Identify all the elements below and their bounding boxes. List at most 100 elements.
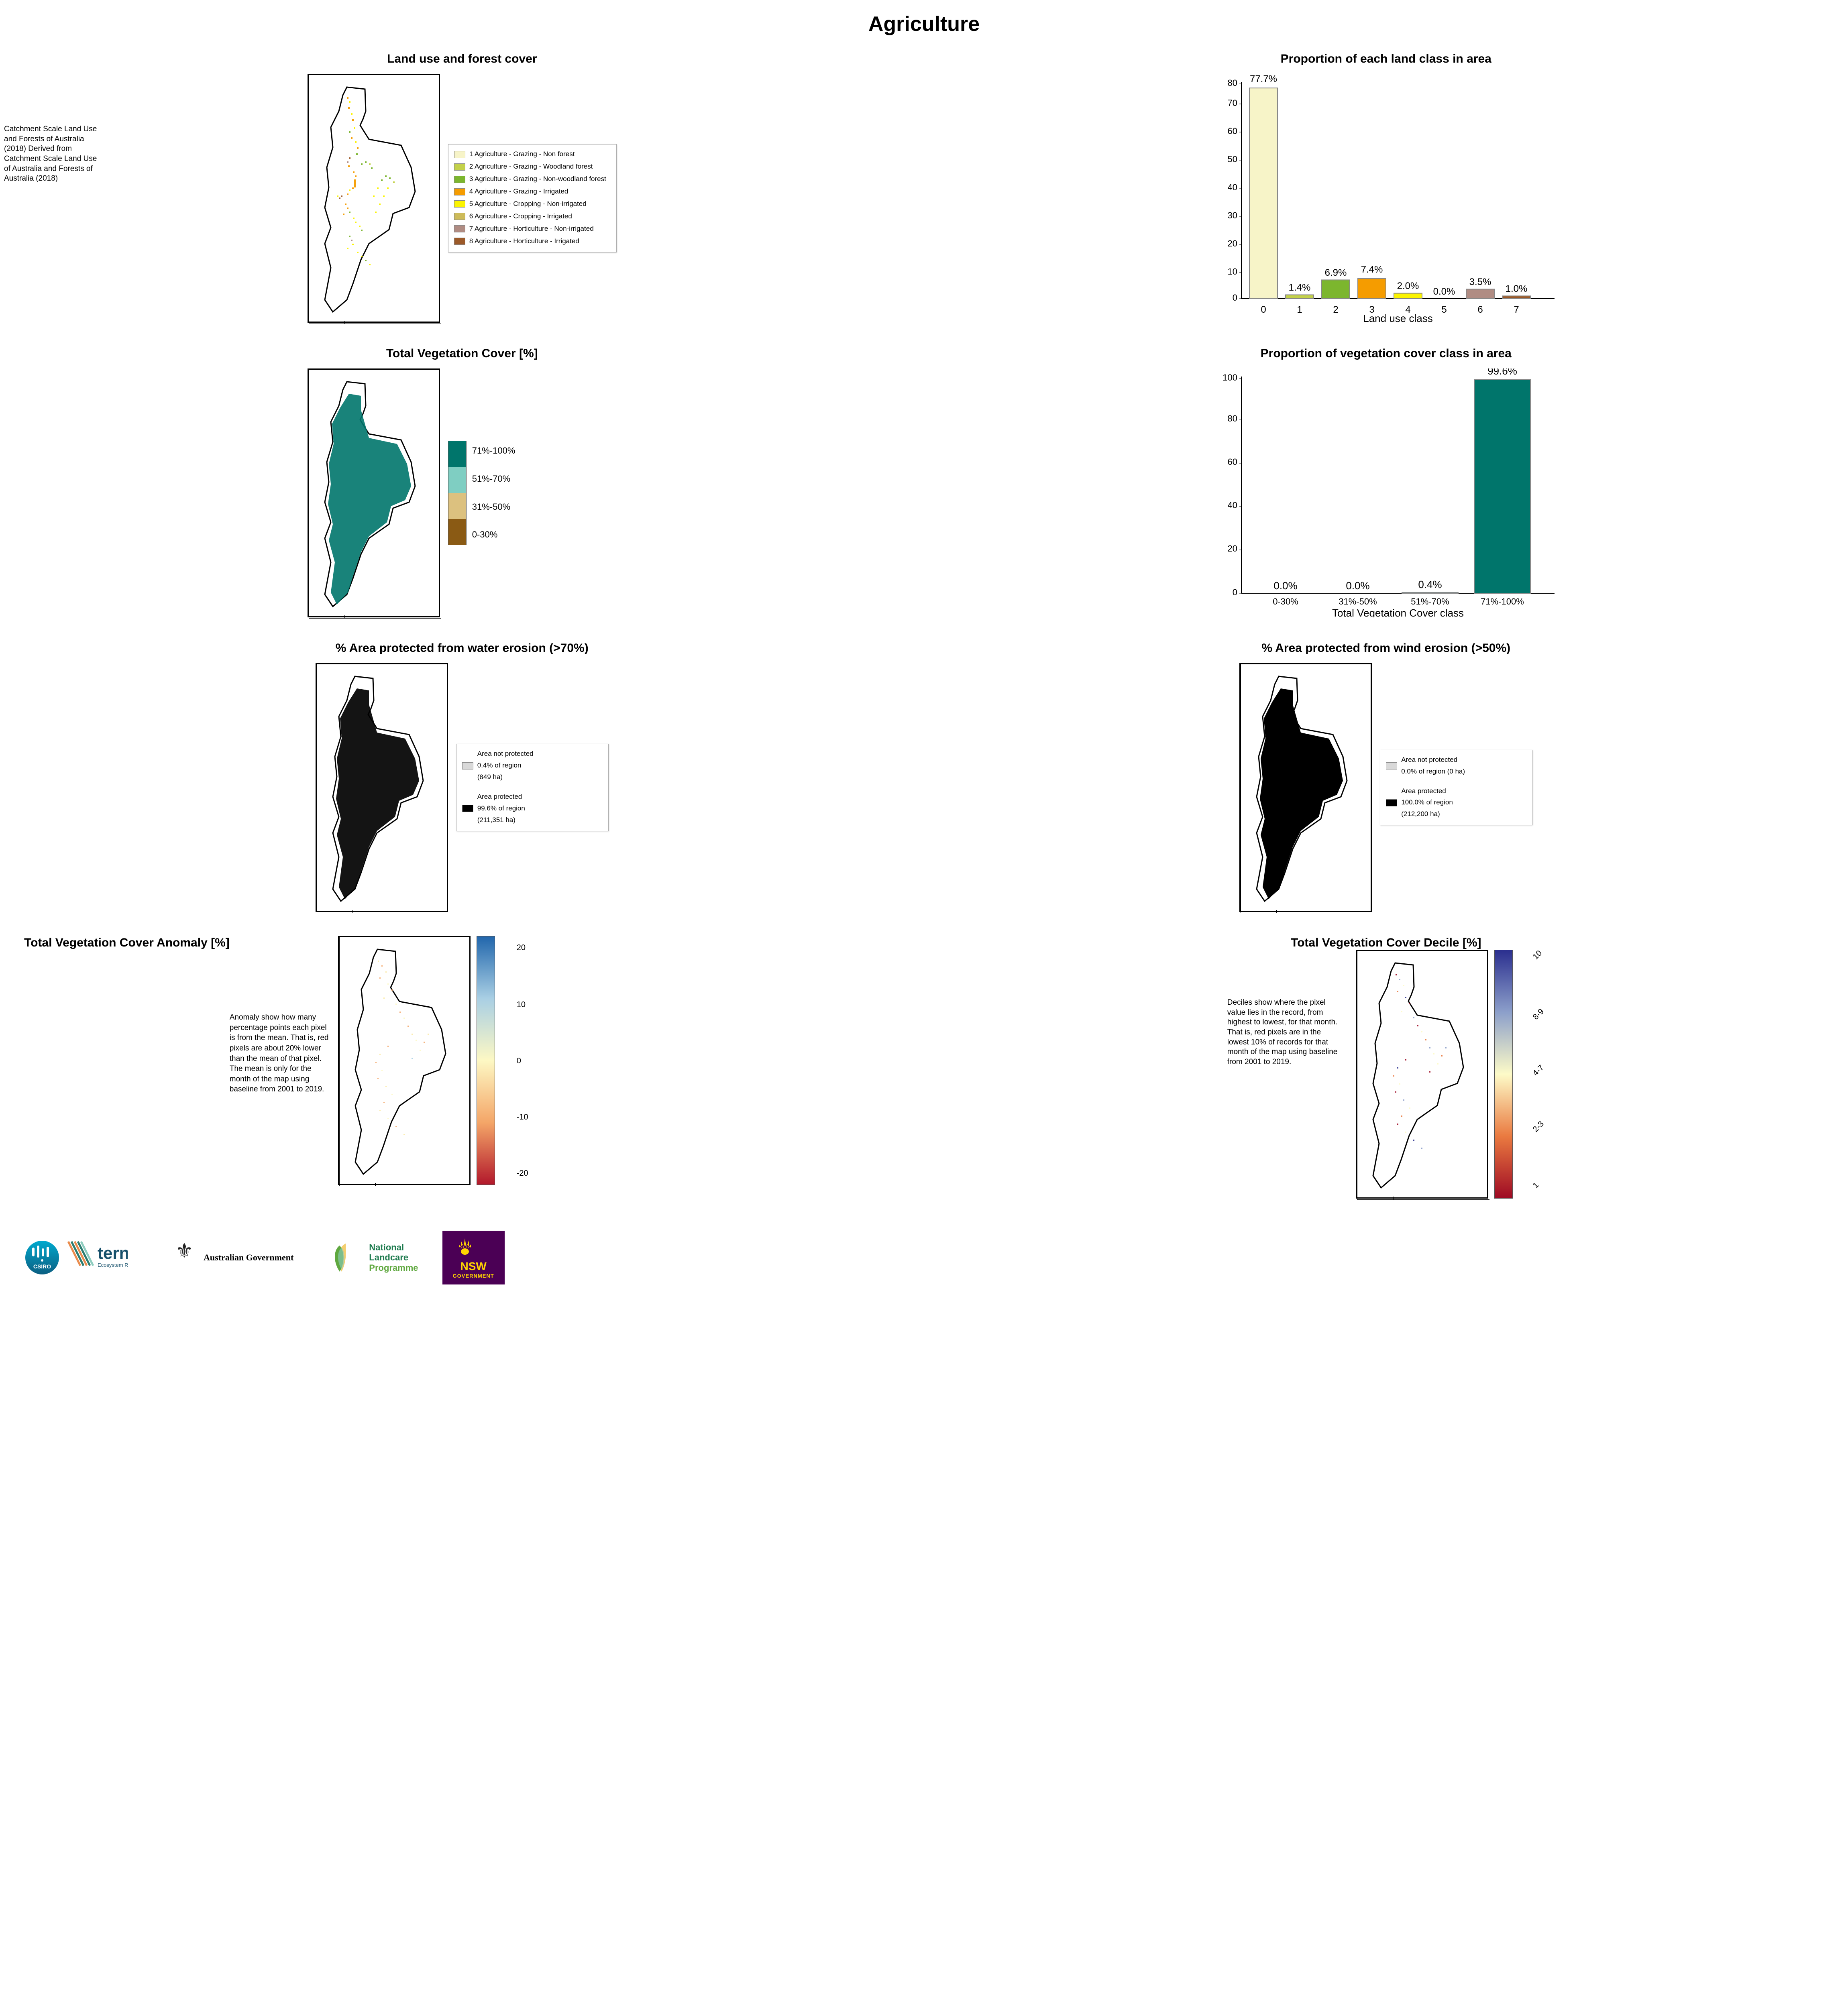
veg-decile-tick-1: 8-9 (1531, 1007, 1546, 1022)
svg-text:20: 20 (1228, 238, 1237, 248)
veg-anomaly-tick-0: 20 (517, 943, 526, 953)
bar-label-0: 77.7% (1250, 74, 1277, 84)
svg-text:5: 5 (1442, 304, 1447, 315)
wind-erosion-legend-1: Area protected 100.0% of region (212,200… (1401, 786, 1453, 820)
veg-cover-panel: Total Vegetation Cover [%] (0, 335, 924, 629)
svg-text:6: 6 (1478, 304, 1483, 315)
veg-decile-tick-3: 2-3 (1531, 1120, 1546, 1134)
wind-erosion-legend-0: Area not protected 0.0% of region (0 ha) (1401, 754, 1465, 778)
svg-text:0: 0 (1261, 304, 1266, 315)
svg-text:⚜: ⚜ (175, 1240, 194, 1262)
veg-cover-legend-label-3: 0-30% (472, 525, 515, 545)
water-erosion-title: % Area protected from water erosion (>70… (24, 641, 900, 655)
veg-anomaly-description: Anomaly show how many percentage points … (230, 936, 330, 1199)
veg-cover-legend-label-1: 51%-70% (472, 469, 515, 489)
bar-label-3: 7.4% (1361, 264, 1383, 275)
water-erosion-legend[interactable]: Area not protected 0.4% of region (849 h… (456, 744, 609, 831)
svg-text:Ecosystem Research Infrastruct: Ecosystem Research Infrastructure (98, 1262, 128, 1268)
water-erosion-panel: % Area protected from water erosion (>70… (0, 629, 924, 924)
land-use-title: Land use and forest cover (24, 52, 900, 66)
svg-text:0: 0 (1233, 293, 1237, 303)
bar-label-5: 0.0% (1433, 286, 1455, 297)
land-class-bar-xlabel: Land use class (1363, 312, 1433, 323)
svg-text:0: 0 (1233, 587, 1237, 597)
svg-text:80: 80 (1228, 78, 1237, 88)
land-class-barchart[interactable]: 0 10 20 30 40 50 60 70 80 (1205, 74, 1567, 323)
svg-text:tern: tern (98, 1244, 128, 1262)
water-erosion-map[interactable] (316, 663, 448, 912)
bar-label-2: 6.9% (1325, 267, 1347, 278)
csiro-logo[interactable]: CSIRO tern Ecosystem Research Infrastruc… (24, 1240, 128, 1276)
land-class-bar-panel: Proportion of each land class in area 0 … (924, 40, 1848, 335)
veg-decile-description: Deciles show where the pixel value lies … (1227, 950, 1340, 1199)
veg-cover-bar-label-3: 99.6% (1487, 368, 1517, 377)
veg-cover-title: Total Vegetation Cover [%] (24, 347, 900, 360)
footer-logos: CSIRO tern Ecosystem Research Infrastruc… (0, 1211, 1848, 1309)
land-use-legend-item: 7 Agriculture - Horticulture - Non-irrig… (454, 223, 611, 235)
land-use-legend-item: 3 Agriculture - Grazing - Non-woodland f… (454, 173, 611, 185)
veg-cover-bar-panel: Proportion of vegetation cover class in … (924, 335, 1848, 629)
veg-anomaly-tick-2: 0 (517, 1056, 521, 1066)
svg-text:100: 100 (1223, 372, 1238, 383)
wind-erosion-map[interactable] (1239, 663, 1372, 912)
nsw-logo[interactable]: NSW GOVERNMENT (442, 1231, 505, 1284)
veg-anomaly-map[interactable] (338, 936, 471, 1185)
landcare-logo[interactable]: National Landcare Programme (318, 1240, 418, 1276)
land-use-map[interactable] (308, 74, 440, 323)
waratah-icon (453, 1236, 477, 1260)
svg-text:60: 60 (1228, 457, 1237, 467)
svg-text:0-30%: 0-30% (1273, 596, 1298, 607)
veg-decile-tick-4: 1 (1531, 1181, 1541, 1191)
veg-cover-bar-xlabel: Total Vegetation Cover class (1332, 607, 1464, 617)
land-use-legend[interactable]: 1 Agriculture - Grazing - Non forest 2 Ag… (448, 144, 617, 252)
veg-anomaly-tick-1: 10 (517, 1000, 526, 1010)
svg-text:CSIRO: CSIRO (33, 1263, 51, 1270)
land-use-description: Catchment Scale Land Use and Forests of … (4, 124, 100, 184)
veg-cover-bar-label-2: 0.4% (1418, 578, 1442, 590)
svg-text:10: 10 (1228, 267, 1237, 277)
veg-cover-bar-label-0: 0.0% (1274, 580, 1298, 592)
svg-text:80: 80 (1228, 413, 1237, 423)
svg-text:1: 1 (1297, 304, 1302, 315)
svg-text:60: 60 (1228, 126, 1237, 136)
land-use-panel: Land use and forest cover Catchment Scal… (0, 40, 924, 335)
water-erosion-legend-0: Area not protected 0.4% of region (849 h… (477, 748, 534, 783)
veg-cover-legend-label-2: 31%-50% (472, 497, 515, 517)
veg-cover-legend-label-0: 71%-100% (472, 441, 515, 461)
australian-gov-logo[interactable]: ⚜ Australian Government (152, 1240, 293, 1276)
wind-erosion-legend[interactable]: Area not protected 0.0% of region (0 ha)… (1380, 750, 1532, 825)
veg-anomaly-panel: Total Vegetation Cover Anomaly [%] Anoma… (0, 924, 924, 1211)
land-class-bar-title: Proportion of each land class in area (948, 52, 1824, 66)
land-use-legend-item: 1 Agriculture - Grazing - Non forest (454, 149, 611, 160)
csiro-icon: CSIRO (24, 1240, 60, 1276)
tern-logo: tern Ecosystem Research Infrastructure (63, 1240, 128, 1276)
svg-text:51%-70%: 51%-70% (1411, 596, 1449, 607)
wind-erosion-panel: % Area protected from wind erosion (>50%… (924, 629, 1848, 924)
svg-text:30: 30 (1228, 210, 1237, 220)
land-use-legend-item: 4 Agriculture - Grazing - Irrigated (454, 186, 611, 197)
bar-label-4: 2.0% (1397, 281, 1419, 291)
svg-text:71%-100%: 71%-100% (1481, 596, 1524, 607)
wind-erosion-title: % Area protected from wind erosion (>50%… (948, 641, 1824, 655)
veg-cover-barchart[interactable]: 0 20 40 60 80 100 0.0% (1205, 368, 1567, 617)
landcare-leaf-icon (318, 1240, 366, 1276)
veg-anomaly-tick-3: -10 (517, 1113, 528, 1122)
svg-text:40: 40 (1228, 500, 1237, 510)
land-use-legend-item: 8 Agriculture - Horticulture - Irrigated (454, 236, 611, 247)
svg-text:31%-50%: 31%-50% (1339, 596, 1377, 607)
svg-text:40: 40 (1228, 182, 1237, 192)
land-class-bar-yticks: 0 10 20 30 40 50 60 70 80 (1228, 78, 1237, 303)
svg-text:50: 50 (1228, 154, 1237, 164)
veg-decile-map[interactable] (1356, 950, 1488, 1199)
bar-label-7: 1.0% (1506, 283, 1528, 294)
veg-cover-map[interactable] (308, 368, 440, 617)
veg-cover-bar-title: Proportion of vegetation cover class in … (948, 347, 1824, 360)
bar-label-1: 1.4% (1289, 282, 1311, 293)
svg-text:7: 7 (1514, 304, 1519, 315)
land-use-legend-item: 6 Agriculture - Cropping - Irrigated (454, 211, 611, 222)
veg-decile-title: Total Vegetation Cover Decile [%] (948, 936, 1824, 950)
veg-cover-legend[interactable]: 71%-100% 51%-70% 31%-50% 0-30% (448, 441, 617, 545)
bar-label-6: 3.5% (1469, 277, 1491, 287)
main-title: Agriculture (0, 0, 1848, 36)
water-erosion-legend-1: Area protected 99.6% of region (211,351 … (477, 791, 525, 826)
